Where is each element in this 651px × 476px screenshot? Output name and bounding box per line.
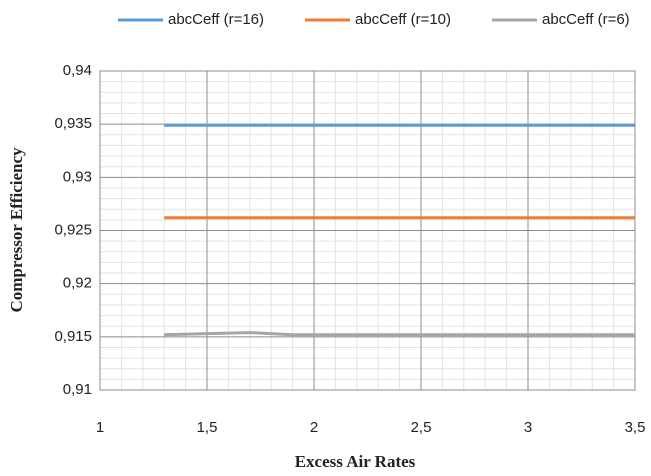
y-tick-label: 0,92 bbox=[63, 275, 92, 292]
legend-label: abcCeff (r=16) bbox=[168, 11, 264, 28]
y-tick-label: 0,94 bbox=[63, 62, 92, 79]
legend-label: abcCeff (r=6) bbox=[542, 11, 630, 28]
y-axis-title: Compressor Efficiency bbox=[7, 147, 26, 313]
x-axis-title: Excess Air Rates bbox=[295, 452, 416, 471]
y-tick-label: 0,91 bbox=[63, 381, 92, 398]
y-tick-label: 0,925 bbox=[54, 221, 92, 238]
x-tick-label: 1,5 bbox=[197, 419, 218, 436]
y-tick-label: 0,935 bbox=[54, 115, 92, 132]
x-tick-label: 3 bbox=[524, 419, 532, 436]
y-tick-label: 0,93 bbox=[63, 168, 92, 185]
x-tick-label: 2 bbox=[310, 419, 318, 436]
x-tick-label: 3,5 bbox=[625, 419, 646, 436]
y-tick-label: 0,915 bbox=[54, 328, 92, 345]
x-tick-label: 2,5 bbox=[411, 419, 432, 436]
x-tick-label: 1 bbox=[96, 419, 104, 436]
series-line bbox=[164, 331, 635, 337]
legend-label: abcCeff (r=10) bbox=[355, 11, 451, 28]
